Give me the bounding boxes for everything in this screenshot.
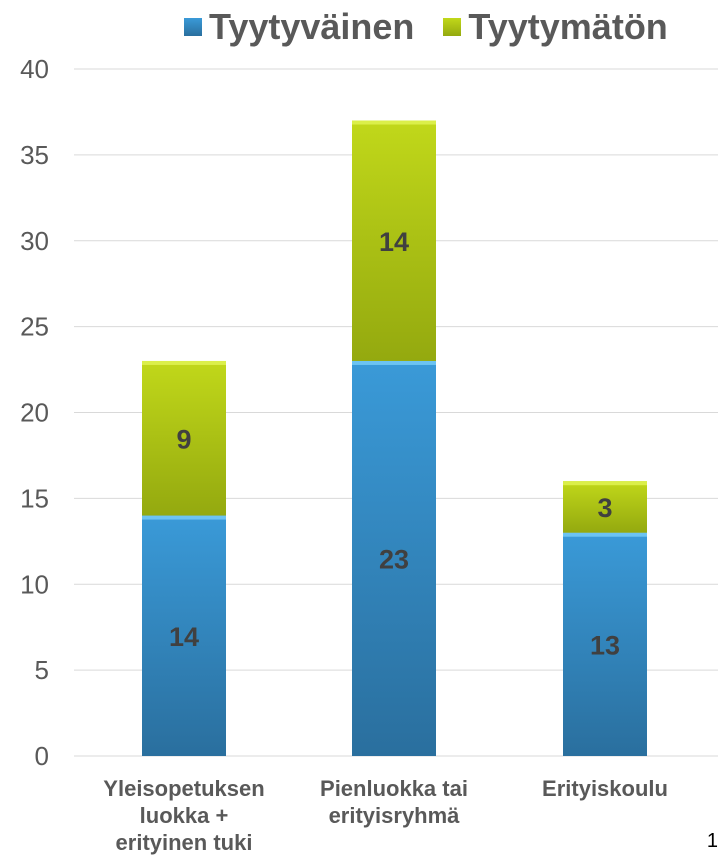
data-label: 13	[590, 630, 620, 660]
data-label: 9	[176, 424, 191, 454]
bar-highlight	[352, 120, 436, 125]
bar-highlight	[563, 481, 647, 486]
data-label: 14	[169, 622, 199, 652]
y-tick-label: 15	[20, 483, 49, 513]
legend-item-satisfied: Tyytyväinen	[183, 6, 414, 48]
bar-highlight	[352, 360, 436, 365]
category-label-2: Pienluokka tai erityisryhmä	[284, 775, 504, 829]
y-tick-label: 20	[20, 398, 49, 428]
y-tick-label: 30	[20, 226, 49, 256]
bar-dissatisfied-1	[142, 360, 226, 516]
y-tick-label: 40	[20, 54, 49, 84]
y-tick-label: 35	[20, 140, 49, 170]
category-label-2-line-1: Pienluokka tai	[320, 776, 468, 801]
category-label-3-line-1: Erityiskoulu	[542, 776, 668, 801]
data-label: 23	[379, 544, 409, 574]
bars	[142, 120, 647, 756]
category-label-1-line-1: Yleisopetuksen	[103, 776, 265, 801]
legend-item-dissatisfied: Tyytymätön	[442, 6, 668, 48]
y-tick-label: 0	[35, 741, 49, 771]
bar-satisfied-2	[352, 360, 436, 756]
legend-swatch-satisfied	[183, 17, 203, 37]
data-label: 3	[597, 493, 612, 523]
category-label-2-line-2: erityisryhmä	[328, 803, 460, 828]
bar-dissatisfied-2	[352, 120, 436, 361]
category-label-1-line-3: erityinen tuki	[115, 830, 253, 855]
y-tick-label: 5	[35, 655, 49, 685]
data-label: 14	[379, 227, 409, 257]
bar-highlight	[142, 515, 226, 520]
page-number: 1	[706, 830, 718, 852]
legend-swatch-dissatisfied	[442, 17, 463, 37]
legend-label-dissatisfied: Tyytymätön	[468, 6, 668, 47]
legend: Tyytyväinen Tyytymätön	[183, 6, 668, 48]
bar-dissatisfied-3	[563, 481, 647, 533]
y-axis: 0 5 10 15 20 25 30 35 40	[20, 54, 49, 771]
bar-satisfied-3	[563, 532, 647, 756]
data-labels: 14 9 23 14 13 3	[169, 227, 620, 661]
legend-label-satisfied: Tyytyväinen	[209, 6, 415, 47]
bar-highlight	[563, 532, 647, 537]
category-label-1-line-2: luokka +	[139, 803, 229, 828]
bar-highlight	[142, 360, 226, 365]
bar-satisfied-1	[142, 515, 226, 756]
category-label-1: Yleisopetuksen luokka + erityinen tuki	[74, 775, 294, 856]
y-tick-label: 10	[20, 569, 49, 599]
y-tick-label: 25	[20, 312, 49, 342]
category-label-3: Erityiskoulu	[495, 775, 715, 802]
